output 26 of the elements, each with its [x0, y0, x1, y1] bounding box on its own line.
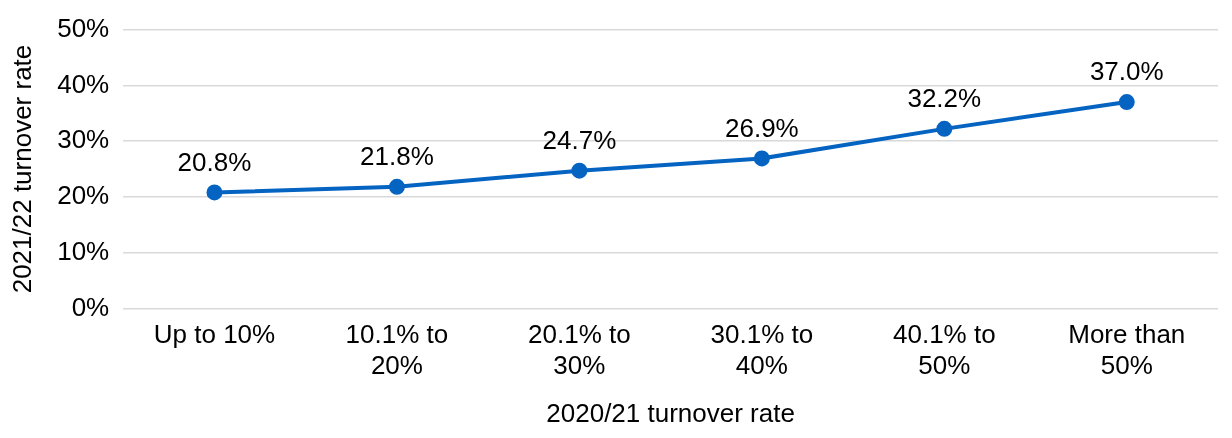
y-tick-label: 40% [57, 68, 110, 99]
data-label: 24.7% [542, 124, 617, 155]
data-label: 37.0% [1089, 56, 1164, 87]
point [936, 120, 953, 137]
point [1118, 94, 1135, 111]
data-label: 32.2% [907, 83, 982, 114]
y-tick-label: 50% [57, 12, 110, 43]
data-label: 20.8% [177, 146, 252, 177]
x-tick-label: More than 50% [1068, 319, 1186, 381]
data-label: 21.8% [360, 141, 434, 172]
y-axis-title: 2021/22 turnover rate [6, 44, 37, 294]
y-tick-label: 10% [57, 235, 110, 266]
point [753, 150, 770, 167]
y-tick-label: 0% [71, 291, 110, 322]
x-axis-title: 2020/21 turnover rate [546, 397, 795, 428]
data-label: 26.9% [724, 112, 799, 143]
x-tick-label: 20.1% to 30% [528, 319, 631, 381]
y-tick-label: 20% [57, 180, 110, 211]
x-tick-label: 40.1% to 50% [892, 319, 996, 381]
point [571, 162, 588, 179]
point [206, 184, 223, 201]
x-tick-label: Up to 10% [153, 319, 276, 350]
point [388, 178, 405, 195]
x-tick-label: 30.1% to 40% [710, 319, 814, 381]
y-tick-label: 30% [57, 124, 110, 155]
x-tick-label: 10.1% to 20% [345, 319, 449, 381]
